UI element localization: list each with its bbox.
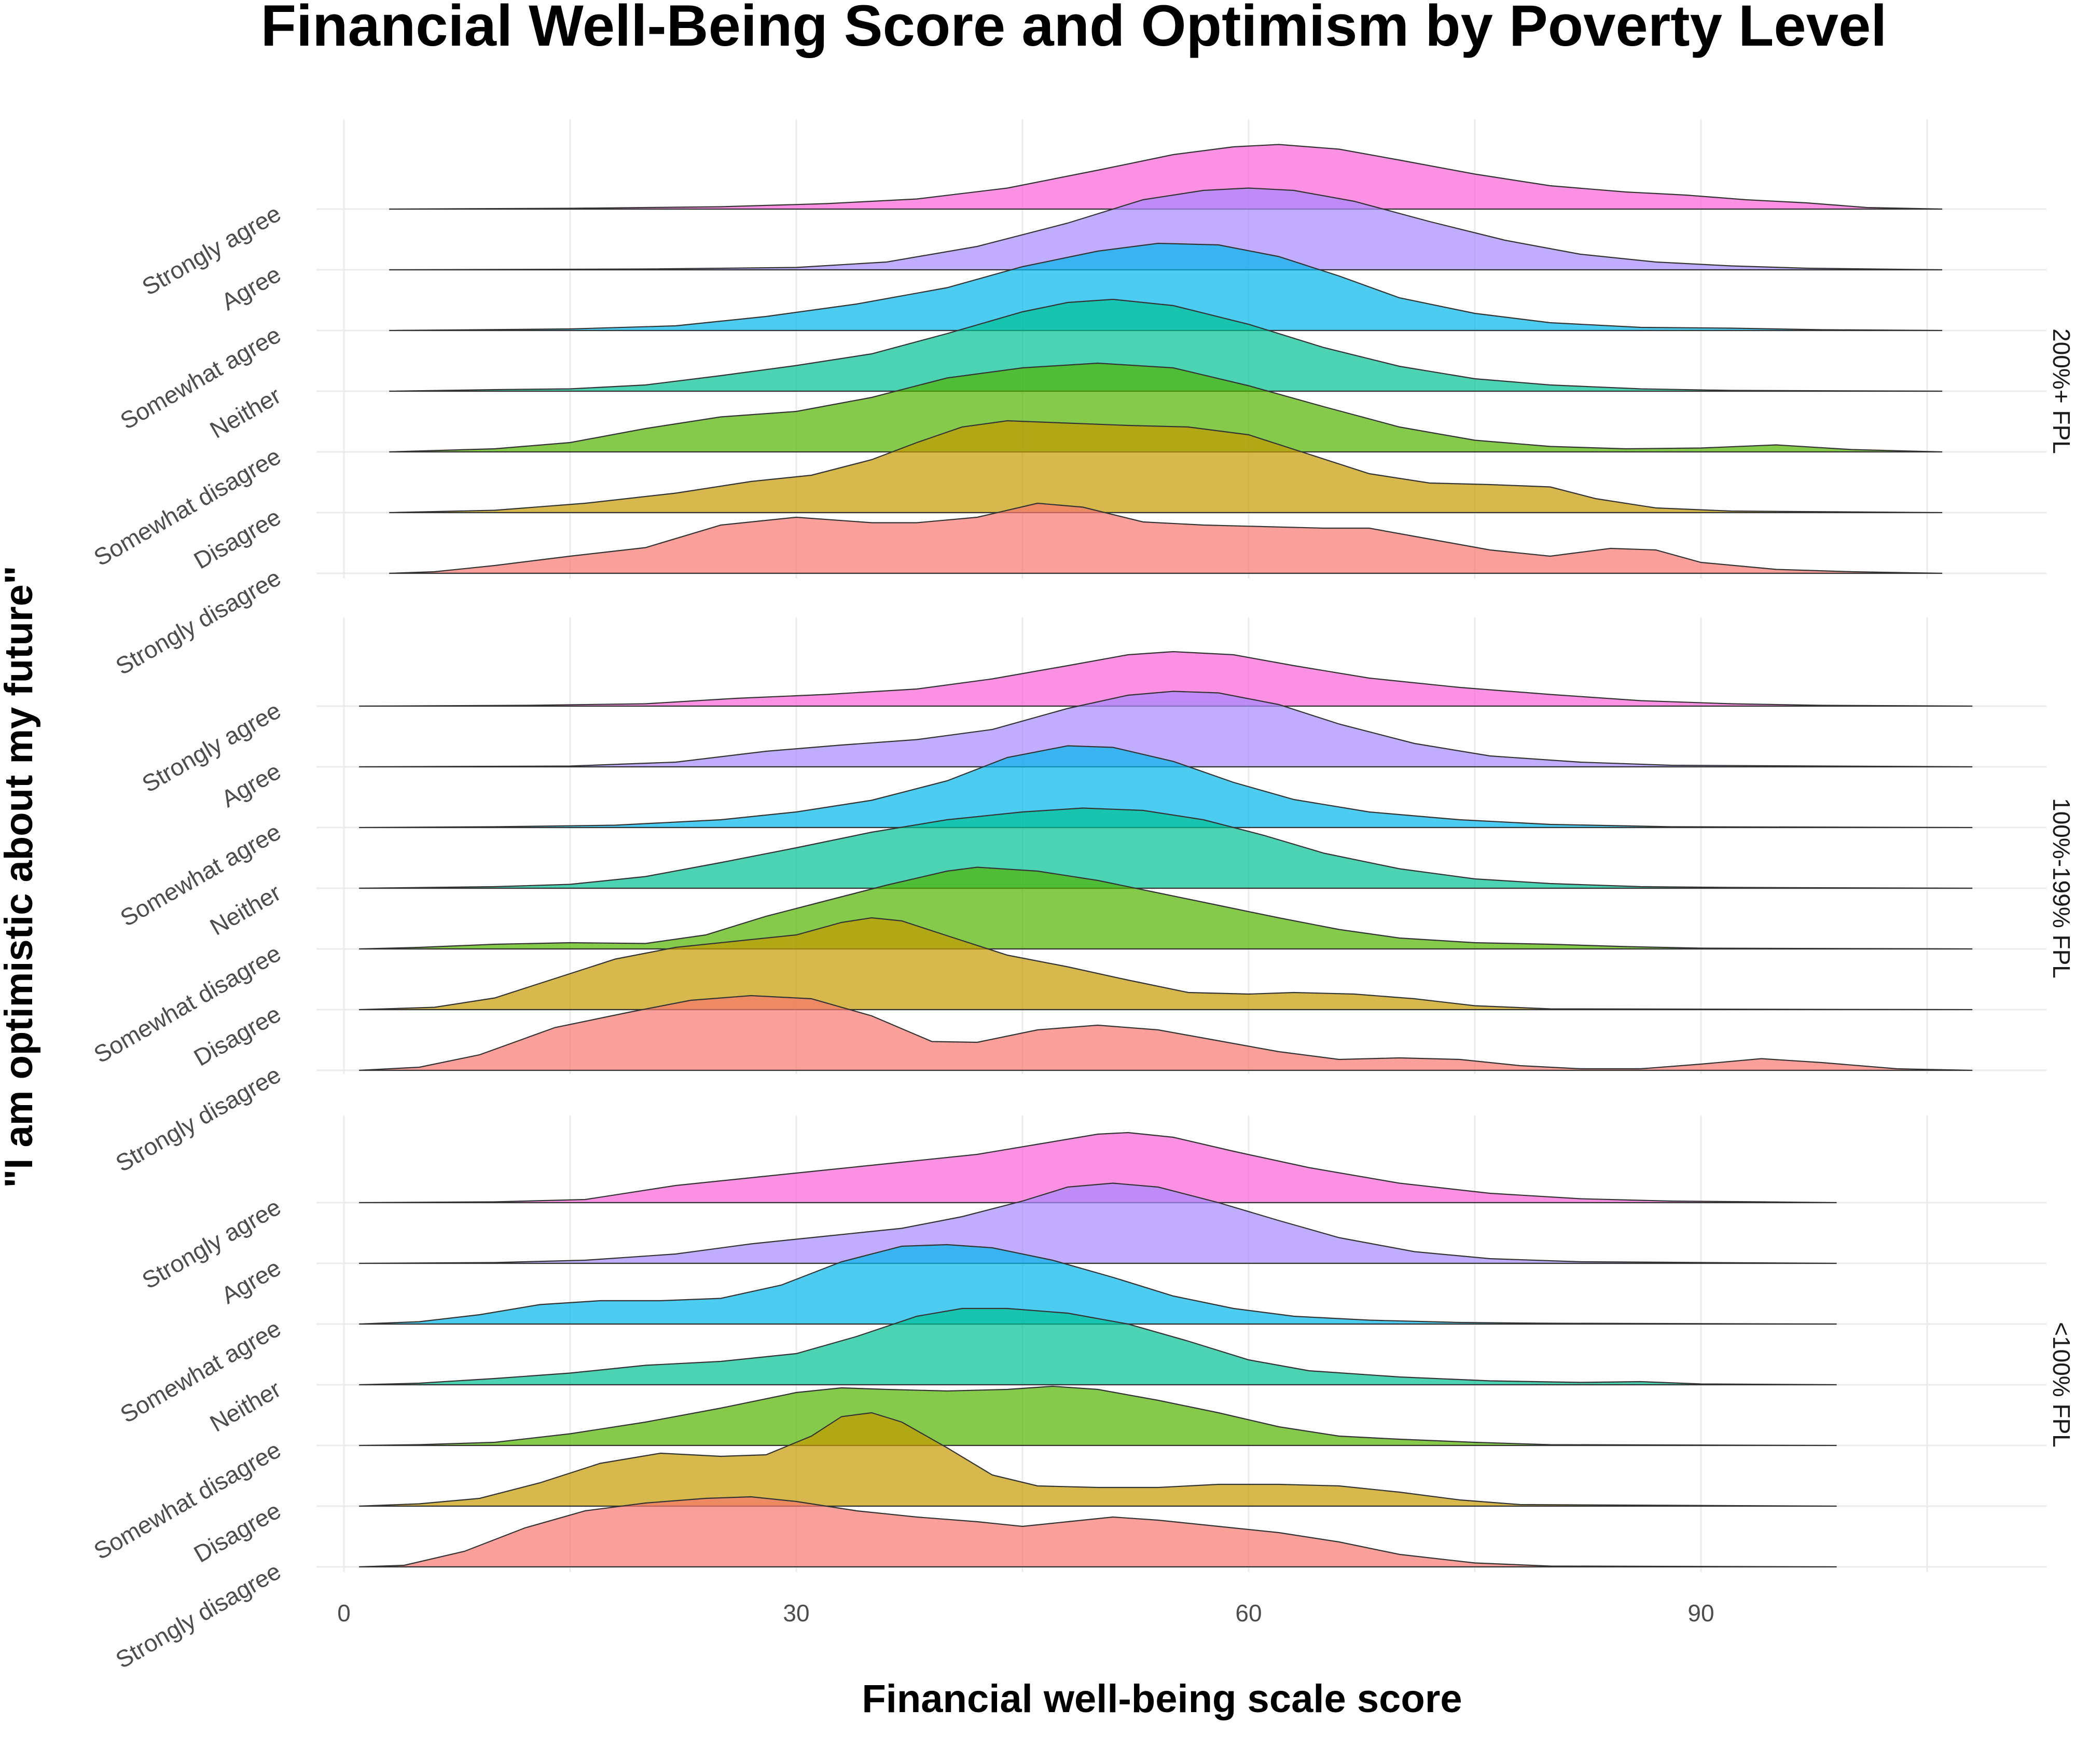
ridge-strongly-agree [389,144,1943,210]
ridge-disagree [359,1412,1837,1507]
chart-title: Financial Well-Being Score and Optimism … [261,0,1887,58]
y-tick-label: Disagree [189,1000,285,1071]
x-tick-label: 90 [1687,1600,1714,1627]
ridge-disagree [389,420,1943,514]
panel-label: 100%-199% FPL [2048,798,2075,979]
ridge-strongly-disagree [359,995,1973,1071]
x-tick-label: 30 [783,1600,809,1627]
y-tick-label: Neither [205,879,285,941]
y-tick-label: Strongly disagree [111,564,285,680]
y-tick-label: Agree [217,260,285,315]
ridge-agree [359,691,1973,768]
ridge-neither [389,298,1943,392]
ridge-strongly-disagree [389,502,1943,574]
y-tick-label: Agree [217,1254,285,1309]
y-tick-label: Strongly disagree [111,1558,285,1674]
x-axis-title: Financial well-being scale score [862,1677,1462,1721]
ridge-agree [389,187,1943,271]
y-tick-label: Somewhat disagree [89,1436,285,1565]
y-tick-label: Somewhat disagree [89,443,285,571]
y-axis-title: "I am optimistic about my future" [0,566,41,1188]
ridge-neither [359,1307,1837,1386]
ridge-agree [359,1182,1837,1264]
ridge-areas [359,144,1973,1568]
ridge-strongly-agree [359,651,1973,707]
y-tick-label: Neither [205,1375,285,1437]
x-tick-label: 0 [337,1600,351,1627]
panel-label: 200%+ FPL [2048,328,2075,454]
ridge-somewhat-agree [389,242,1943,332]
ridge-disagree [359,917,1973,1011]
ridge-somewhat-disagree [389,362,1943,453]
y-tick-label: Agree [217,757,285,812]
ridge-somewhat-agree [359,745,1973,829]
ridge-strongly-agree [359,1132,1837,1204]
y-tick-label: Somewhat disagree [89,940,285,1068]
ridge-somewhat-agree [359,1244,1837,1325]
panel-label: <100% FPL [2048,1322,2075,1448]
y-tick-label: Neither [205,382,285,444]
ridge-somewhat-disagree [359,1385,1837,1446]
ridge-strongly-disagree [359,1496,1837,1568]
x-tick-labels: 0 30 60 90 [337,1600,1714,1627]
x-tick-label: 60 [1235,1600,1262,1627]
ridge-neither [359,807,1973,889]
y-tick-label: Strongly disagree [111,1061,285,1177]
panel-strip-labels: 200%+ FPL 100%-199% FPL <100% FPL [2048,328,2075,1448]
ridge-somewhat-disagree [359,866,1973,950]
y-tick-label: Disagree [189,503,285,574]
y-tick-label: Disagree [189,1497,285,1568]
